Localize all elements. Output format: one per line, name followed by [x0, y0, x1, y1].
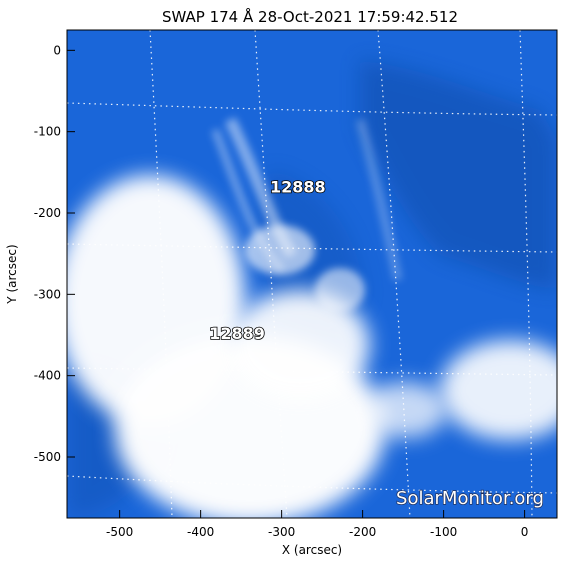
x-tick-label: -400 [187, 525, 214, 539]
y-tick-label: -200 [34, 206, 61, 220]
x-axis-ticks: -500 -400 -300 -200 -100 0 [106, 510, 528, 539]
x-axis-label: X (arcsec) [282, 543, 342, 557]
x-tick-label: -200 [349, 525, 376, 539]
solar-image-panel [67, 30, 557, 518]
x-tick-label: -500 [106, 525, 133, 539]
image-title: SWAP 174 Å 28-Oct-2021 17:59:42.512 [162, 7, 458, 26]
y-tick-label: -400 [34, 369, 61, 383]
y-axis-label: Y (arcsec) [5, 244, 19, 304]
active-region-label: 12889 [209, 324, 265, 343]
x-tick-label: -300 [268, 525, 295, 539]
x-tick-label: -100 [430, 525, 457, 539]
y-tick-label: -300 [34, 287, 61, 301]
x-tick-label: 0 [521, 525, 529, 539]
plot-frame [66, 29, 558, 519]
active-region-label: 12888 [270, 178, 326, 197]
y-tick-label: 0 [53, 43, 61, 57]
active-region-labels: 12888 12889 [208, 177, 326, 344]
heliographic-grid [67, 30, 557, 518]
y-tick-label: -100 [34, 125, 61, 139]
watermark-text: SolarMonitor.org [396, 488, 544, 509]
y-axis-ticks: 0 -100 -200 -300 -400 -500 [34, 43, 75, 464]
y-tick-label: -500 [34, 450, 61, 464]
